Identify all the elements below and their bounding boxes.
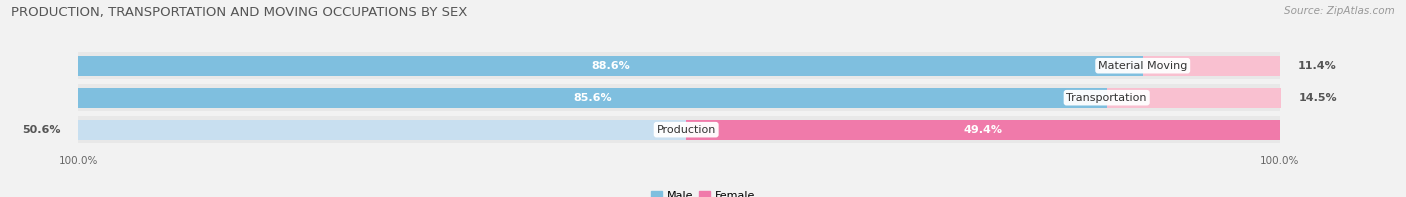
Text: PRODUCTION, TRANSPORTATION AND MOVING OCCUPATIONS BY SEX: PRODUCTION, TRANSPORTATION AND MOVING OC… — [11, 6, 468, 19]
Text: 11.4%: 11.4% — [1298, 61, 1337, 71]
Bar — [79, 84, 1279, 111]
Text: 88.6%: 88.6% — [591, 61, 630, 71]
Text: 85.6%: 85.6% — [574, 93, 612, 103]
Text: Transportation: Transportation — [1066, 93, 1147, 103]
Bar — [79, 88, 1107, 108]
Bar — [79, 52, 1279, 79]
Bar — [1143, 56, 1279, 76]
Text: 14.5%: 14.5% — [1299, 93, 1337, 103]
Text: Source: ZipAtlas.com: Source: ZipAtlas.com — [1284, 6, 1395, 16]
Text: Production: Production — [657, 125, 716, 135]
Bar — [686, 120, 1279, 140]
Text: Material Moving: Material Moving — [1098, 61, 1188, 71]
Bar — [1107, 88, 1281, 108]
Bar — [79, 56, 1143, 76]
Legend: Male, Female: Male, Female — [647, 187, 759, 197]
Bar — [79, 116, 1279, 143]
Text: 49.4%: 49.4% — [963, 125, 1002, 135]
Bar — [79, 120, 686, 140]
Text: 50.6%: 50.6% — [21, 125, 60, 135]
